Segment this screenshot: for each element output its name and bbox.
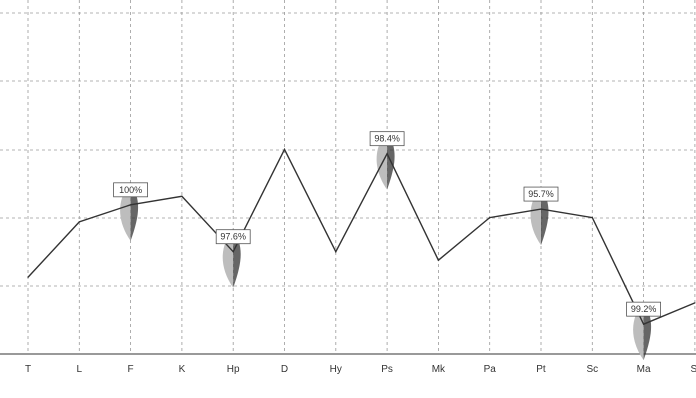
- x-tick-Pa: Pa: [484, 364, 497, 375]
- data-label-Hp: 97.6%: [220, 232, 246, 242]
- label-box-Ma: [626, 301, 661, 317]
- label-box-Hp: [215, 229, 251, 245]
- data-point-L: [78, 221, 80, 223]
- data-point-T: [27, 276, 29, 278]
- marker-left-Ps: [376, 131, 388, 190]
- series-polyline: [27, 147, 696, 326]
- data-point-Pt: [540, 208, 542, 210]
- x-tick-Si: Si: [690, 364, 696, 375]
- data-point-Hp: [232, 251, 234, 253]
- x-tick-Mk: Mk: [432, 364, 446, 375]
- x-tick-Ma: Ma: [637, 364, 651, 375]
- data-point-Hy: [335, 251, 337, 253]
- marker-left-Ma: [633, 302, 644, 361]
- x-tick-K: K: [179, 364, 186, 375]
- data-point-Ma: [643, 323, 645, 325]
- marker-right-Pt: [541, 187, 549, 246]
- data-point-Si: [694, 302, 696, 304]
- x-tick-D: D: [281, 364, 288, 375]
- data-label-Pt: 95.7%: [528, 189, 554, 199]
- marker-right-Hp: [233, 229, 241, 288]
- x-tick-T: T: [25, 364, 31, 375]
- x-tick-Pt: Pt: [536, 364, 546, 375]
- x-tick-Hy: Hy: [330, 364, 342, 375]
- marker-left-F: [120, 182, 131, 241]
- data-label-Ma: 99.2%: [631, 304, 657, 314]
- x-tick-L: L: [77, 364, 83, 375]
- data-point-F: [130, 204, 132, 206]
- percentage-labels: 100% 97.6% 98.4% 95.7% 99.2%: [113, 131, 661, 317]
- data-point-Mk: [437, 259, 439, 261]
- data-point-Pa: [489, 217, 491, 219]
- marker-right-F: [130, 182, 139, 241]
- data-point-Sc: [591, 217, 593, 219]
- x-tick-Ps: Ps: [381, 364, 393, 375]
- series-line: [27, 147, 696, 326]
- data-point-Ps: [386, 153, 388, 155]
- grid: [0, 0, 696, 355]
- data-point-K: [181, 195, 183, 197]
- label-box-Pt: [523, 186, 559, 202]
- data-point-D: [283, 148, 286, 150]
- x-tick-F: F: [128, 364, 134, 375]
- x-tick-Sc: Sc: [586, 364, 598, 375]
- label-box-Ps: [369, 131, 405, 147]
- marker-left-Pt: [530, 187, 541, 246]
- label-box-F: [113, 182, 148, 198]
- marker-right-Ma: [643, 302, 652, 361]
- x-tick-Hp: Hp: [227, 364, 240, 375]
- data-label-Ps: 98.4%: [374, 134, 400, 144]
- validity-markers: [120, 131, 652, 361]
- x-axis-tick-labels: T L F K Hp D Hy Ps Mk Pa Pt Sc Ma Si: [25, 364, 696, 375]
- data-label-F: 100%: [119, 185, 142, 195]
